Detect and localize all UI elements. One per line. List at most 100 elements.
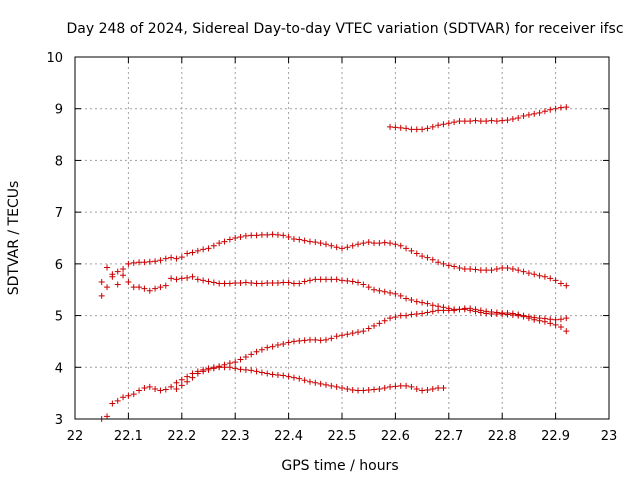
data-point (264, 231, 271, 238)
data-point (365, 284, 372, 291)
data-point (328, 335, 335, 342)
data-point (258, 280, 265, 287)
data-point (189, 249, 196, 256)
y-tick-label: 3 (55, 413, 63, 428)
data-point (509, 116, 516, 123)
data-point (467, 305, 474, 312)
data-point (130, 391, 137, 398)
data-point (248, 351, 255, 358)
data-point (477, 118, 484, 125)
data-point (333, 244, 340, 251)
data-point (424, 309, 431, 316)
data-point (322, 336, 329, 343)
data-point (178, 382, 185, 389)
data-point (520, 112, 527, 119)
data-point (114, 397, 121, 404)
data-point (531, 314, 538, 321)
y-tick-label: 4 (55, 361, 63, 376)
data-point (419, 253, 426, 260)
data-point (162, 255, 169, 262)
data-point (557, 323, 564, 330)
data-point (104, 413, 111, 420)
data-point (296, 375, 303, 382)
data-point (387, 289, 394, 296)
data-point (552, 321, 559, 328)
data-point (285, 339, 292, 346)
data-point (408, 297, 415, 304)
data-point (98, 292, 105, 299)
data-point (173, 379, 180, 386)
data-point (547, 316, 554, 323)
data-point (200, 277, 207, 284)
data-point (136, 284, 143, 291)
data-point (168, 275, 175, 282)
data-point (499, 264, 506, 271)
data-point (226, 364, 233, 371)
data-point (387, 123, 394, 130)
data-point (408, 311, 415, 318)
data-point (194, 370, 201, 377)
x-tick-label: 23 (601, 429, 618, 444)
data-point (525, 111, 532, 118)
data-point (152, 285, 159, 292)
data-point (563, 315, 570, 322)
y-tick-label: 7 (55, 206, 63, 221)
data-point (237, 356, 244, 363)
series-track-1 (98, 231, 570, 291)
data-point (376, 320, 383, 327)
data-point (232, 359, 239, 366)
data-point (173, 386, 180, 393)
data-point (445, 262, 452, 269)
data-point (146, 258, 153, 265)
data-point (237, 279, 244, 286)
data-point (344, 386, 351, 393)
x-tick-label: 22 (67, 429, 84, 444)
data-point (178, 376, 185, 383)
data-point (493, 309, 500, 316)
data-point (520, 268, 527, 275)
data-point (440, 384, 447, 391)
data-point (509, 266, 516, 273)
data-point (429, 123, 436, 130)
data-point (536, 315, 543, 322)
data-point (258, 231, 265, 238)
data-point (136, 387, 143, 394)
data-point (451, 307, 458, 314)
data-point (403, 382, 410, 389)
data-point (328, 276, 335, 283)
data-point (274, 342, 281, 349)
data-point (232, 235, 239, 241)
data-point (547, 106, 554, 113)
data-point (552, 277, 559, 284)
data-point (557, 104, 564, 111)
data-point (258, 369, 265, 376)
data-point (125, 392, 132, 399)
data-point (381, 288, 388, 295)
data-point (173, 255, 180, 262)
data-point (541, 273, 548, 280)
data-point (365, 387, 372, 394)
y-tick-label: 8 (55, 154, 63, 169)
data-point (157, 284, 164, 291)
data-point (483, 267, 490, 274)
data-point (424, 300, 431, 307)
data-point (322, 276, 329, 283)
data-point (408, 383, 415, 390)
data-point (221, 280, 228, 287)
data-point (499, 309, 506, 316)
data-point (355, 279, 362, 286)
data-point (488, 267, 495, 274)
data-point (541, 315, 548, 322)
data-point (413, 298, 420, 305)
data-point (419, 126, 426, 133)
data-point (216, 364, 223, 371)
data-point (312, 336, 319, 343)
data-point (429, 386, 436, 393)
data-point (328, 242, 335, 249)
data-point (216, 240, 223, 247)
data-point (98, 278, 105, 285)
data-point (333, 383, 340, 390)
data-point (349, 387, 356, 394)
series-track-5 (387, 104, 570, 133)
data-point (488, 308, 495, 315)
